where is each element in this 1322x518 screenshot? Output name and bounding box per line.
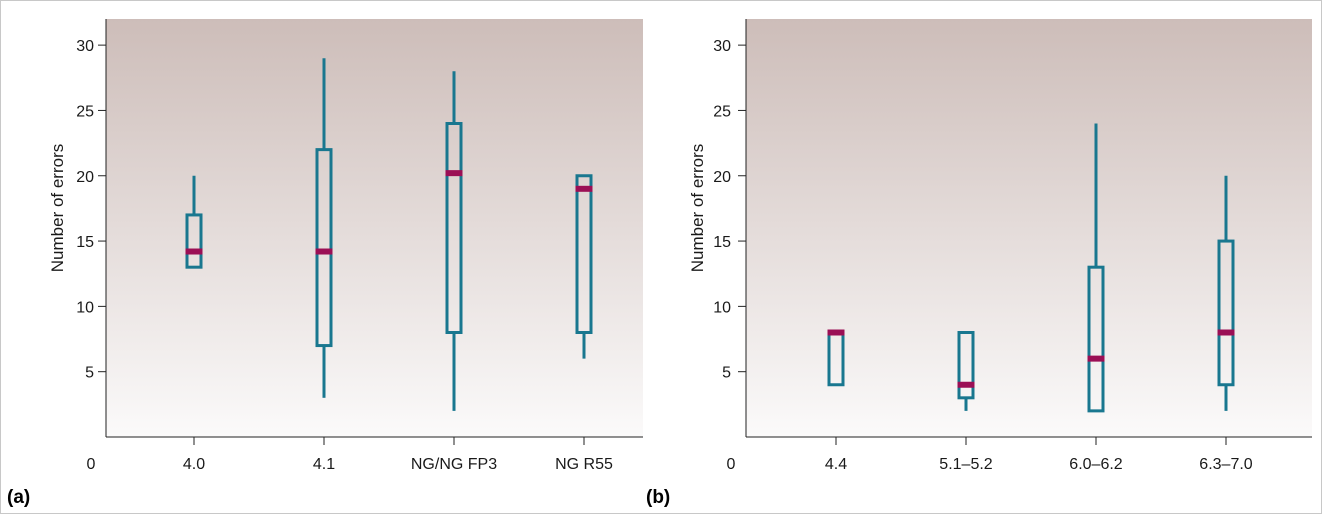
- panel-a: 5 10 15 20 25 30 0 Number of errors (a) 4.0 4.1 NG/…: [7, 19, 643, 508]
- box-2: [445, 71, 463, 411]
- panel-label: (b): [646, 487, 670, 508]
- iqr-box: [1087, 265, 1105, 413]
- iqr-box: [445, 122, 463, 334]
- x-tick-label: 4.1: [313, 456, 335, 473]
- y-tick-label: 5: [722, 365, 731, 382]
- iqr-box: [1217, 239, 1235, 387]
- y-tick-label: 10: [713, 299, 731, 316]
- origin-label: 0: [87, 456, 96, 473]
- box-0: [827, 329, 845, 387]
- y-tick-label: 20: [76, 169, 94, 186]
- median-marker: [1087, 355, 1105, 362]
- x-tick-label: NG/NG FP3: [411, 456, 497, 473]
- y-tick-label: 5: [85, 365, 94, 382]
- y-axis-title: Number of errors: [688, 144, 707, 272]
- box-1: [957, 331, 975, 411]
- median-marker: [957, 381, 975, 388]
- box-3: [1217, 175, 1235, 411]
- panel-label: (a): [7, 487, 30, 508]
- y-axis-title: Number of errors: [48, 144, 67, 272]
- median-marker: [445, 170, 463, 177]
- median-marker: [1217, 329, 1235, 336]
- panel-b: 5 10 15 20 25 30 0 Number of errors (b) 4.4 5.1–5.…: [646, 19, 1312, 508]
- y-tick-label: 25: [76, 103, 94, 120]
- x-tick-label: 6.3–7.0: [1199, 456, 1252, 473]
- box-2: [1087, 123, 1105, 413]
- y-tick-label: 30: [76, 38, 94, 55]
- iqr-box: [315, 148, 333, 348]
- median-marker: [315, 248, 333, 255]
- iqr-box: [185, 213, 203, 269]
- box-1: [315, 58, 333, 398]
- y-tick-label: 15: [713, 234, 731, 251]
- x-tick-label: 6.0–6.2: [1069, 456, 1122, 473]
- box-3: [575, 174, 593, 359]
- origin-label: 0: [727, 456, 736, 473]
- y-tick-label: 20: [713, 169, 731, 186]
- y-tick-label: 25: [713, 103, 731, 120]
- iqr-box: [957, 331, 975, 400]
- y-tick-label: 15: [76, 234, 94, 251]
- x-tick-label: 5.1–5.2: [939, 456, 992, 473]
- iqr-box: [575, 174, 593, 334]
- x-tick-label: 4.4: [825, 456, 847, 473]
- median-marker: [827, 329, 845, 336]
- x-tick-label: 4.0: [183, 456, 205, 473]
- median-marker: [185, 248, 203, 255]
- y-tick-label: 10: [76, 299, 94, 316]
- y-tick-label: 30: [713, 38, 731, 55]
- box-0: [185, 175, 203, 269]
- x-tick-label: NG R55: [555, 456, 613, 473]
- median-marker: [575, 185, 593, 192]
- plot-area: [106, 19, 643, 437]
